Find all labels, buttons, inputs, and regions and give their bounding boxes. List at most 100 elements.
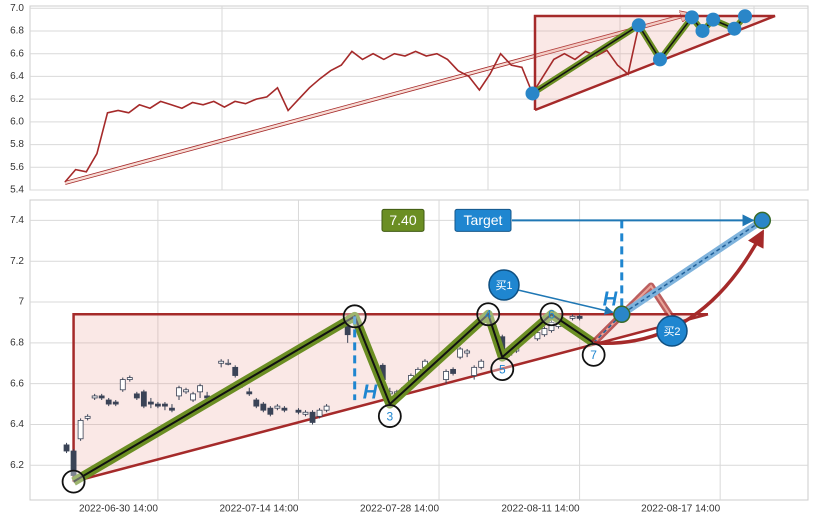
y-tick-label: 7.2 <box>10 256 24 267</box>
candle-body <box>225 362 232 365</box>
candle-body <box>119 379 126 391</box>
candle-body <box>147 401 154 405</box>
candle-body <box>91 395 98 399</box>
y-tick-label: 6.8 <box>10 26 24 37</box>
pattern-label: 4 <box>485 307 492 321</box>
target-value-box <box>381 208 425 232</box>
y-tick-label: 7.0 <box>10 3 24 14</box>
x-tick-label: 2022-08-11 14:00 <box>501 504 580 515</box>
candle-body <box>77 420 84 440</box>
candle-body <box>183 389 189 393</box>
candle-body <box>478 360 485 368</box>
candle-body <box>576 315 583 319</box>
candle-body <box>218 360 225 364</box>
pattern-label: 7 <box>590 348 597 362</box>
candle-body <box>246 391 253 395</box>
candle-body <box>112 401 119 405</box>
pattern-label: 3 <box>386 409 393 423</box>
y-tick-label: 7.4 <box>10 215 24 226</box>
target-box <box>454 208 512 232</box>
top-vertical-grid <box>221 6 755 190</box>
candle-body <box>548 322 555 332</box>
x-tick-label: 2022-07-14 14:00 <box>220 504 299 515</box>
pattern-point <box>706 12 721 27</box>
candle-body <box>457 348 464 358</box>
bottom-frame <box>29 199 809 501</box>
target-curve <box>593 229 764 346</box>
x-tick-label: 2022-07-28 14:00 <box>360 504 439 515</box>
trend-arrow-inner <box>64 14 690 185</box>
candle-body <box>295 409 302 413</box>
pattern-point <box>653 52 667 67</box>
pattern-point <box>525 86 540 101</box>
price-line <box>64 15 746 183</box>
candle-body <box>316 409 323 417</box>
y-tick-label: 6.0 <box>10 116 24 127</box>
projection-point <box>753 211 772 230</box>
projection-band <box>619 217 765 318</box>
x-tick-label: 2022-08-17 14:00 <box>641 504 720 515</box>
buy-marker <box>488 269 520 301</box>
y-tick-label: 6.2 <box>10 460 24 471</box>
candle-body <box>450 368 456 374</box>
buy-label: 买2 <box>663 325 680 338</box>
candle-body <box>169 407 175 411</box>
target-label: Target <box>464 212 503 228</box>
pattern-point <box>684 10 699 25</box>
candle-body <box>98 395 105 399</box>
candle-body <box>323 405 330 411</box>
buy-marker <box>656 315 688 347</box>
pattern-point <box>727 21 742 36</box>
candle-body <box>176 387 182 397</box>
buy-label: 买1 <box>495 279 512 292</box>
x-tick-label: 2022-06-30 14:00 <box>79 504 158 515</box>
y-tick-label: 6.6 <box>10 48 24 59</box>
breakout-zig-inner <box>592 284 673 344</box>
height-label: H <box>363 381 378 403</box>
candle-body <box>197 385 203 393</box>
candle-body <box>302 411 309 415</box>
candle-body <box>133 393 140 399</box>
pattern-label: 6 <box>548 307 555 321</box>
candle-body <box>541 328 548 336</box>
pattern-point <box>377 404 402 428</box>
candle-body <box>232 366 239 376</box>
candle-body <box>344 326 351 336</box>
y-tick-label: 6.2 <box>10 94 24 105</box>
candle-body <box>534 332 541 340</box>
y-tick-label: 6.4 <box>10 419 24 430</box>
pattern-point <box>581 342 606 367</box>
pattern-point <box>631 18 646 33</box>
candle-body <box>70 450 77 476</box>
candle-body <box>126 377 133 380</box>
candle-body <box>162 403 168 407</box>
pattern-point <box>695 23 710 38</box>
pattern-point <box>539 302 564 327</box>
candle-body <box>260 403 267 411</box>
pattern-point <box>738 9 752 24</box>
candle-body <box>464 350 471 354</box>
buy-arrow <box>517 289 614 315</box>
candle-body <box>471 366 478 376</box>
y-tick-label: 6.4 <box>10 71 24 82</box>
y-tick-label: 6.6 <box>10 378 24 389</box>
y-tick-label: 6.8 <box>10 337 24 348</box>
pattern-point <box>476 302 501 327</box>
candle-body <box>309 411 316 423</box>
candle-body <box>140 391 147 407</box>
y-tick-label: 5.8 <box>10 139 24 150</box>
candle-body <box>569 315 576 319</box>
y-tick-label: 5.4 <box>10 185 24 196</box>
candle-body <box>267 407 274 415</box>
pattern-point <box>61 469 86 494</box>
candle-body <box>190 393 196 401</box>
candle-body <box>281 407 288 411</box>
triangle-outline <box>72 313 708 482</box>
y-tick-label: 7 <box>18 297 24 308</box>
pattern-label: 5 <box>499 362 506 376</box>
candle-body <box>84 415 91 419</box>
candle-body <box>105 399 112 405</box>
height-label: H <box>603 288 618 310</box>
candle-body <box>274 405 281 409</box>
